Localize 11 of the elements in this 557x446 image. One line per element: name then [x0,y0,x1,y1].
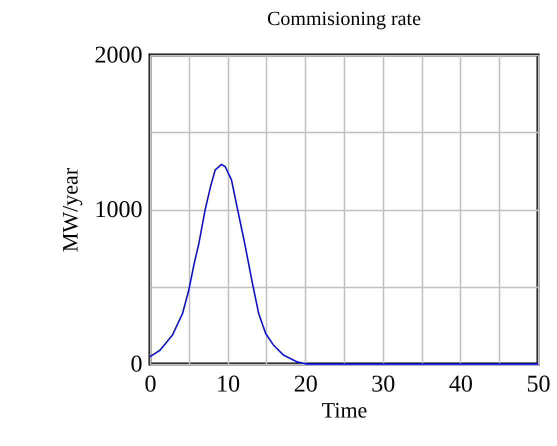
x-tick-label: 10 [216,372,240,398]
x-tick-label: 40 [448,372,473,398]
y-tick-label: 1000 [94,197,142,223]
x-tick-label: 20 [294,372,318,398]
y-axis-title: MW/year [58,167,82,252]
y-tick-label: 0 [130,352,142,378]
y-tick-label: 2000 [94,42,142,68]
x-axis-title: Time [322,398,368,422]
x-tick-label: 50 [526,372,550,398]
x-tick-label: 30 [371,372,396,398]
chart-title: Commisioning rate [267,8,422,30]
